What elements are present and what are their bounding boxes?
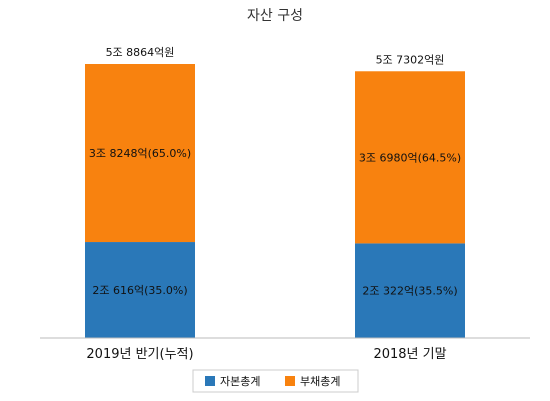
chart-title: 자산 구성 xyxy=(247,8,303,24)
category-label-0: 2019년 반기(누적) xyxy=(86,347,193,362)
total-label-0: 5조 8864억원 xyxy=(106,46,175,59)
bar-liabilities-1 xyxy=(355,71,465,244)
bars-layer: 2조 616억(35.0%) 3조 8248억(65.0%) 5조 8864억원 20… xyxy=(85,46,465,362)
total-label-1: 5조 7302억원 xyxy=(376,53,445,66)
legend: 자본총계 부채총계 xyxy=(192,369,359,393)
category-label-1: 2018년 기말 xyxy=(373,347,446,362)
segment-label-1-0: 3조 8248억(65.0%) xyxy=(89,147,191,160)
legend-box xyxy=(192,369,359,393)
segment-label-1-1: 3조 6980억(64.5%) xyxy=(359,151,461,164)
segment-label-0-0: 2조 616억(35.0%) xyxy=(92,284,187,297)
legend-swatch-1 xyxy=(285,376,295,386)
bar-equity-1 xyxy=(355,243,465,338)
legend-swatch-0 xyxy=(205,376,215,386)
bar-liabilities-0 xyxy=(85,64,195,243)
legend-label-1: 부채총계 xyxy=(300,375,340,388)
bar-equity-0 xyxy=(85,242,195,338)
segment-label-0-1: 2조 322억(35.5%) xyxy=(362,285,457,298)
legend-label-0: 자본총계 xyxy=(220,375,260,388)
